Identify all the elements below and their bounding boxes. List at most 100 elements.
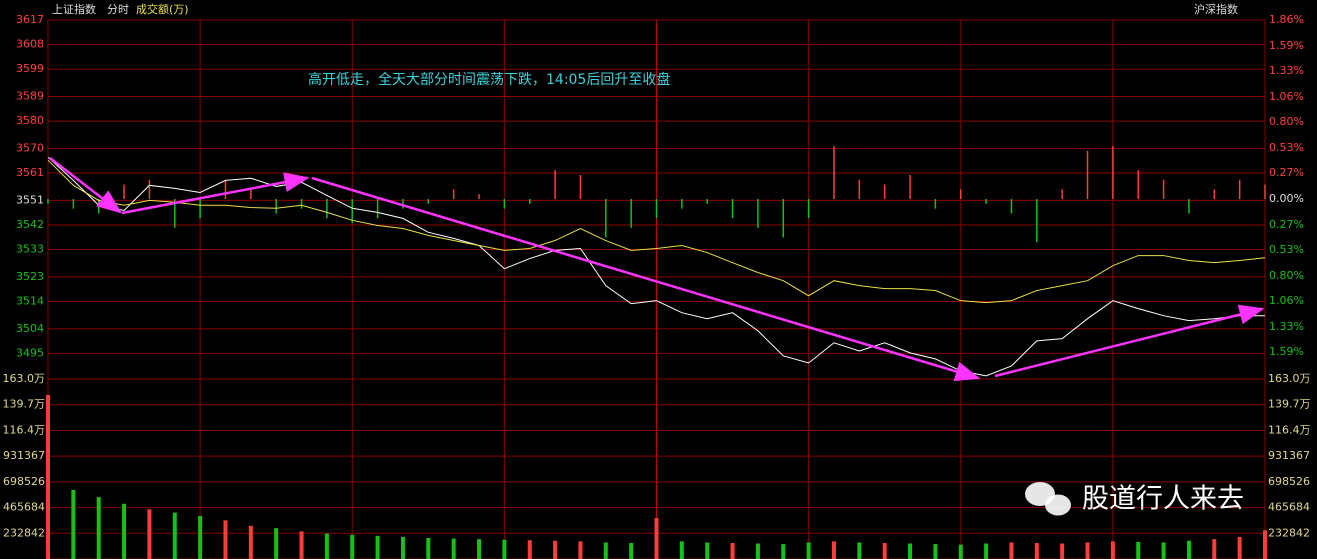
volume-bar (603, 542, 608, 559)
volume-tick-label: 163.0万 (3, 372, 46, 385)
y2-tick-label: 0.27% (1269, 166, 1304, 179)
volume-bar (122, 503, 127, 559)
y-tick-label: 3523 (16, 270, 44, 283)
volume-tick-label-right: 163.0万 (1268, 372, 1311, 385)
arrow (121, 172, 310, 215)
y2-tick-label: 0.00% (1269, 192, 1304, 205)
volume-bar (857, 542, 862, 559)
volume-tick-label: 931367 (3, 449, 45, 462)
volume-bar (1212, 539, 1217, 559)
volume-bar (831, 541, 836, 559)
subtitle: 分时 (107, 3, 129, 16)
y-tick-label: 3533 (16, 243, 44, 256)
arrow (311, 176, 981, 382)
y2-tick-label: 1.59% (1269, 39, 1304, 52)
volume-tick-label-right: 465684 (1268, 501, 1310, 514)
wechat-icon (1045, 494, 1071, 516)
volume-bar (908, 543, 913, 559)
y2-tick-label: 1.06% (1269, 90, 1304, 103)
volume-bar (1110, 541, 1115, 559)
volume-tick-label: 139.7万 (3, 398, 46, 411)
volume-tick-label: 116.4万 (3, 423, 46, 436)
price-line (47, 159, 1266, 304)
watermark-text: 股道行人来去 (1082, 484, 1244, 515)
y-tick-label: 3514 (16, 294, 44, 307)
price-line (47, 156, 1265, 377)
volume-bar (1186, 540, 1191, 559)
y-tick-label: 3580 (16, 114, 44, 127)
volume-bar (578, 541, 583, 559)
annotation: 高开低走，全天大部分时间震荡下跌，14:05后回升至收盘 (308, 71, 670, 88)
y2-tick-label: 1.06% (1269, 294, 1304, 307)
volume-bar (172, 512, 177, 559)
y2-tick-label: 0.53% (1269, 243, 1304, 256)
y-tick-label: 3561 (16, 166, 44, 179)
trend-arrows (49, 157, 1265, 382)
volume-bar (781, 544, 786, 559)
y2-tick-label: 0.53% (1269, 141, 1304, 154)
y-tick-label: 3504 (16, 322, 44, 335)
volume-bar (502, 539, 507, 559)
volume-tick-label-right: 698526 (1268, 475, 1310, 488)
volume-bar (477, 539, 482, 559)
y-tick-label: 3542 (16, 218, 44, 231)
volume-bar (400, 536, 405, 559)
y-tick-label: 3495 (16, 346, 44, 359)
arrow (994, 304, 1265, 378)
volume-bar (324, 533, 329, 559)
volume-bar (223, 520, 228, 559)
volume-tick-label: 465684 (3, 501, 45, 514)
volume-bar (1136, 541, 1141, 559)
volume-bar (1034, 542, 1039, 559)
volume-bar (46, 395, 50, 559)
volume-tick-label-right: 116.4万 (1268, 423, 1311, 436)
volume-bar (1009, 542, 1014, 559)
y2-tick-label: 1.33% (1269, 64, 1304, 77)
volume-bar (71, 489, 76, 559)
volume-bar (299, 531, 304, 559)
volume-bar (654, 518, 659, 559)
volume-bar (958, 544, 963, 559)
watermark: 股道行人来去 (1025, 482, 1244, 516)
y2-tick-label: 1.59% (1269, 345, 1304, 358)
volume-tick-label-right: 139.7万 (1268, 398, 1311, 411)
y2-tick-label: 0.80% (1269, 115, 1304, 128)
volume-bar (426, 538, 431, 559)
volume-bar (527, 540, 532, 559)
volume-bar (705, 542, 710, 559)
volume-bar (451, 538, 456, 559)
volume-bar (96, 497, 101, 559)
arrow (49, 157, 122, 214)
volume-bar (629, 542, 634, 559)
volume-bar (248, 525, 253, 559)
volume-bar (1237, 536, 1242, 559)
volume-bar (553, 540, 558, 559)
volume-bar (147, 509, 152, 559)
volume-bar (1060, 543, 1065, 559)
y-tick-label: 3551 (16, 193, 44, 206)
volume-bar (198, 515, 203, 559)
volume-bar (882, 542, 887, 559)
y2-tick-label: 0.80% (1269, 269, 1304, 282)
y-tick-label: 3589 (16, 90, 44, 103)
volume-bar (350, 534, 355, 559)
volume-bar (679, 541, 684, 559)
volume-tick-label-right: 232842 (1268, 526, 1310, 539)
volume-bar (933, 544, 938, 559)
volume-bar (1263, 530, 1267, 559)
volume-bar (1161, 542, 1166, 559)
volume-label: 成交额(万) (136, 2, 189, 16)
volume-tick-label: 232842 (3, 526, 45, 539)
y2-tick-label: 1.86% (1269, 13, 1304, 26)
volume-bar (806, 542, 811, 559)
y2-tick-label: 1.33% (1269, 320, 1304, 333)
volume-tick-label-right: 931367 (1268, 449, 1310, 462)
index-name: 沪深指数 (1194, 2, 1238, 16)
volume-bar (375, 535, 380, 559)
volume-bar (274, 528, 279, 559)
volume-bar (755, 543, 760, 559)
y2-tick-label: 0.27% (1269, 218, 1304, 231)
